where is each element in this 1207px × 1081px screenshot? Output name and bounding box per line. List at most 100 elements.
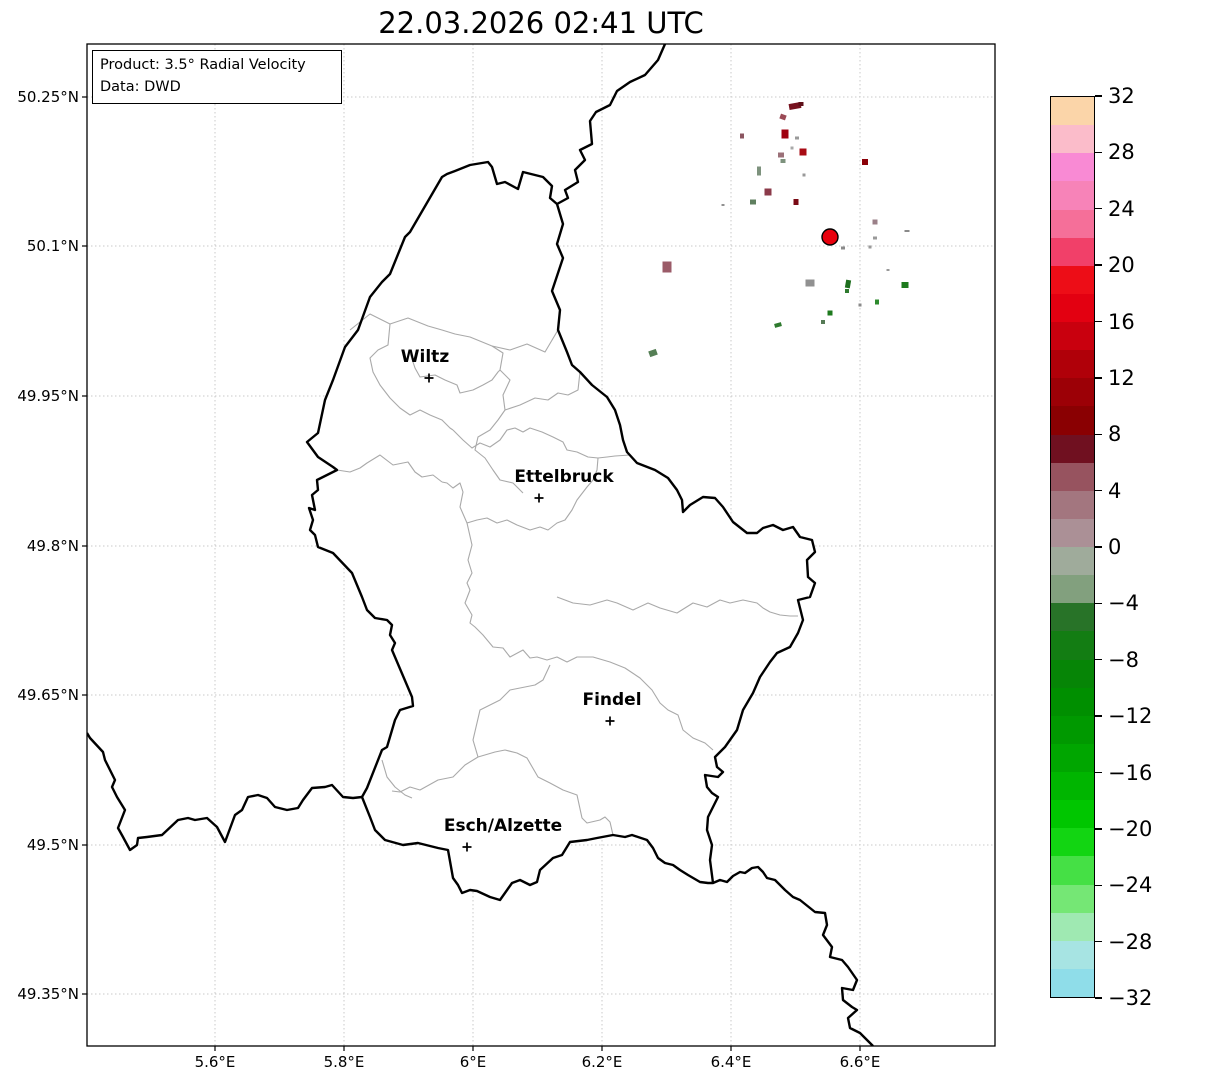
radar-echo-pixel xyxy=(721,204,725,206)
y-axis-tick-label: 49.8°N xyxy=(26,537,79,555)
colorbar-tick-mark xyxy=(1095,208,1102,210)
colorbar-band xyxy=(1051,715,1094,744)
colorbar-tick-label: 8 xyxy=(1108,422,1122,447)
colorbar-band xyxy=(1051,237,1094,266)
city-marker-icon xyxy=(424,373,434,383)
radar-echo-pixel xyxy=(862,159,868,165)
colorbar-tick-mark xyxy=(1095,546,1102,548)
colorbar-band xyxy=(1051,687,1094,716)
radar-echo-pixel xyxy=(648,348,658,358)
colorbar-tick-label: 20 xyxy=(1108,253,1135,278)
colorbar-tick-mark xyxy=(1095,940,1102,943)
y-axis-tick-label: 49.5°N xyxy=(26,836,79,854)
radar-echo-pixel xyxy=(841,246,845,250)
colorbar-tick-label: 16 xyxy=(1108,309,1135,334)
y-axis-tick-label: 49.95°N xyxy=(17,387,79,405)
page-title: 22.03.2026 02:41 UTC xyxy=(378,6,704,40)
district-border xyxy=(381,759,413,799)
x-axis-tick-label: 5.6°E xyxy=(194,1053,236,1071)
district-border xyxy=(464,522,714,751)
colorbar-band xyxy=(1051,940,1094,969)
radar-echo-pixel xyxy=(886,269,890,271)
product-info-line2: Data: DWD xyxy=(100,78,181,95)
colorbar-band xyxy=(1051,209,1094,238)
colorbar-band xyxy=(1051,856,1094,885)
colorbar-band xyxy=(1051,462,1094,491)
colorbar-tick-mark xyxy=(1095,602,1102,605)
colorbar-band xyxy=(1051,968,1094,997)
radar-echo-pixel xyxy=(805,279,815,287)
city-marker-icon xyxy=(462,842,472,852)
colorbar-tick-label: −28 xyxy=(1108,929,1153,954)
colorbar-band xyxy=(1051,800,1094,829)
radar-echo-pixel xyxy=(873,236,877,240)
colorbar-band xyxy=(1051,547,1094,576)
colorbar-band xyxy=(1051,322,1094,351)
colorbar-tick-label: 4 xyxy=(1108,478,1122,503)
colorbar-band xyxy=(1051,518,1094,547)
city-label: Findel xyxy=(582,690,641,710)
neighbor-country-border xyxy=(87,732,363,852)
colorbar-band xyxy=(1051,125,1094,154)
x-axis-tick-label: 6.2°E xyxy=(581,1053,623,1071)
radar-echo-pixel xyxy=(788,102,802,110)
colorbar-tick-label: −16 xyxy=(1108,760,1153,785)
radar-echo-pixel xyxy=(821,320,825,324)
radar-echo-pixel xyxy=(868,245,872,249)
colorbar-tick-label: 28 xyxy=(1108,140,1135,165)
radar-echo-pixel xyxy=(904,230,910,232)
colorbar-tick-mark xyxy=(1095,997,1102,999)
colorbar-tick-mark xyxy=(1095,264,1102,266)
radar-echo-pixel xyxy=(799,148,807,156)
colorbar-band xyxy=(1051,490,1094,519)
colorbar-tick-mark xyxy=(1095,320,1102,323)
colorbar-band xyxy=(1051,603,1094,632)
district-border xyxy=(477,749,614,836)
colorbar-tick-label: −8 xyxy=(1108,647,1139,672)
colorbar-tick-mark xyxy=(1095,433,1102,435)
colorbar-band xyxy=(1051,434,1094,463)
colorbar-band xyxy=(1051,181,1094,210)
x-axis-tick-label: 6°E xyxy=(459,1053,487,1071)
district-border xyxy=(409,352,501,394)
colorbar-tick-label: 0 xyxy=(1108,535,1122,559)
district-border xyxy=(504,371,581,411)
colorbar-tick-mark xyxy=(1095,884,1102,886)
luxembourg-border xyxy=(305,160,817,902)
radar-echo-pixel xyxy=(790,146,794,150)
district-border xyxy=(441,457,599,531)
district-border xyxy=(391,664,551,793)
colorbar-band xyxy=(1051,884,1094,913)
colorbar-band xyxy=(1051,153,1094,182)
radar-echo-pixel xyxy=(781,129,789,139)
colorbar xyxy=(1050,96,1095,998)
radar-echo-pixel xyxy=(827,310,833,316)
product-info-line1: Product: 3.5° Radial Velocity xyxy=(100,57,306,73)
colorbar-tick-label: 24 xyxy=(1108,196,1135,221)
y-axis-tick-label: 49.35°N xyxy=(17,985,79,1003)
district-border xyxy=(369,323,454,431)
colorbar-tick-mark xyxy=(1095,828,1102,830)
district-border xyxy=(556,596,798,617)
x-axis-tick-label: 6.4°E xyxy=(710,1053,752,1071)
colorbar-band xyxy=(1051,575,1094,604)
radar-echo-pixel xyxy=(764,188,772,196)
city-label: Wiltz xyxy=(401,347,450,367)
radar-echo-pixel xyxy=(662,261,672,273)
radar-echo-pixel xyxy=(844,279,852,289)
city-label: Ettelbruck xyxy=(514,467,614,487)
y-axis-tick-label: 49.65°N xyxy=(17,686,79,704)
colorbar-tick-label: 12 xyxy=(1108,365,1135,390)
colorbar-tick-label: −20 xyxy=(1108,816,1153,841)
radar-echo-pixel xyxy=(858,303,862,307)
colorbar-band xyxy=(1051,659,1094,688)
city-marker-icon xyxy=(534,493,544,503)
city-label: Esch/Alzette xyxy=(444,816,562,836)
radar-echo-pixel xyxy=(795,136,799,140)
colorbar-tick-mark xyxy=(1095,659,1102,661)
radar-site-marker xyxy=(821,228,839,246)
colorbar-band xyxy=(1051,631,1094,660)
radar-echo-pixel xyxy=(750,199,756,205)
radar-echo-pixel xyxy=(872,219,878,225)
